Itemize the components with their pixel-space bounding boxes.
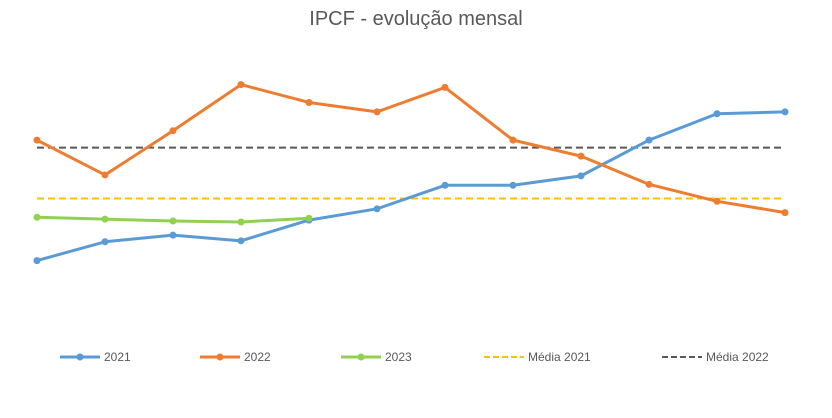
data-point-2022-6 bbox=[373, 108, 381, 116]
data-point-2022-5 bbox=[305, 98, 313, 106]
legend: 2021 2022 2023 Média 2021 Média 2022 bbox=[60, 350, 769, 364]
data-point-2021-1 bbox=[33, 257, 41, 265]
series-2022 bbox=[33, 81, 789, 217]
legend-label-2022: 2022 bbox=[244, 350, 271, 364]
legend-marker-2021 bbox=[76, 353, 84, 361]
legend-label-media-2021: Média 2021 bbox=[528, 350, 591, 364]
legend-item-media-2022: Média 2022 bbox=[662, 350, 769, 364]
data-point-2021-10 bbox=[645, 136, 653, 144]
data-point-2021-7 bbox=[441, 181, 449, 189]
data-point-2021-11 bbox=[713, 110, 721, 118]
series-2023 bbox=[33, 213, 313, 226]
chart-title: IPCF - evolução mensal bbox=[309, 8, 523, 30]
legend-marker-2023 bbox=[357, 353, 365, 361]
data-point-2021-6 bbox=[373, 205, 381, 213]
legend-label-2023: 2023 bbox=[385, 350, 412, 364]
data-point-2021-12 bbox=[781, 108, 789, 116]
data-point-2022-10 bbox=[645, 180, 653, 188]
series-line-2021 bbox=[36, 110, 786, 263]
data-point-2021-3 bbox=[169, 231, 177, 239]
legend-label-2021: 2021 bbox=[104, 350, 131, 364]
data-point-2022-1 bbox=[33, 136, 41, 144]
data-point-2021-9 bbox=[577, 172, 585, 180]
data-point-2021-2 bbox=[101, 238, 109, 246]
data-point-2022-8 bbox=[509, 136, 517, 144]
data-point-2022-9 bbox=[577, 152, 585, 160]
legend-item-2022: 2022 bbox=[200, 350, 271, 364]
legend-marker-2022 bbox=[216, 353, 224, 361]
data-point-2022-3 bbox=[169, 127, 177, 135]
data-point-2023-2 bbox=[101, 215, 109, 223]
data-point-2023-3 bbox=[169, 217, 177, 225]
data-point-2023-1 bbox=[33, 213, 41, 221]
legend-item-media-2021: Média 2021 bbox=[484, 350, 591, 364]
legend-item-2023: 2023 bbox=[341, 350, 412, 364]
data-point-2023-4 bbox=[237, 218, 245, 226]
data-point-2022-4 bbox=[237, 81, 245, 89]
data-point-2022-11 bbox=[713, 197, 721, 205]
series-layer bbox=[33, 81, 789, 265]
data-point-2022-2 bbox=[101, 171, 109, 179]
series-2021 bbox=[33, 108, 789, 265]
data-point-2021-4 bbox=[237, 237, 245, 245]
data-point-2021-8 bbox=[509, 181, 517, 189]
data-point-2022-12 bbox=[781, 209, 789, 217]
legend-item-2021: 2021 bbox=[60, 350, 131, 364]
legend-label-media-2022: Média 2022 bbox=[706, 350, 769, 364]
data-point-2022-7 bbox=[441, 83, 449, 91]
series-line-2022 bbox=[36, 83, 786, 215]
data-point-2023-5 bbox=[305, 214, 313, 222]
